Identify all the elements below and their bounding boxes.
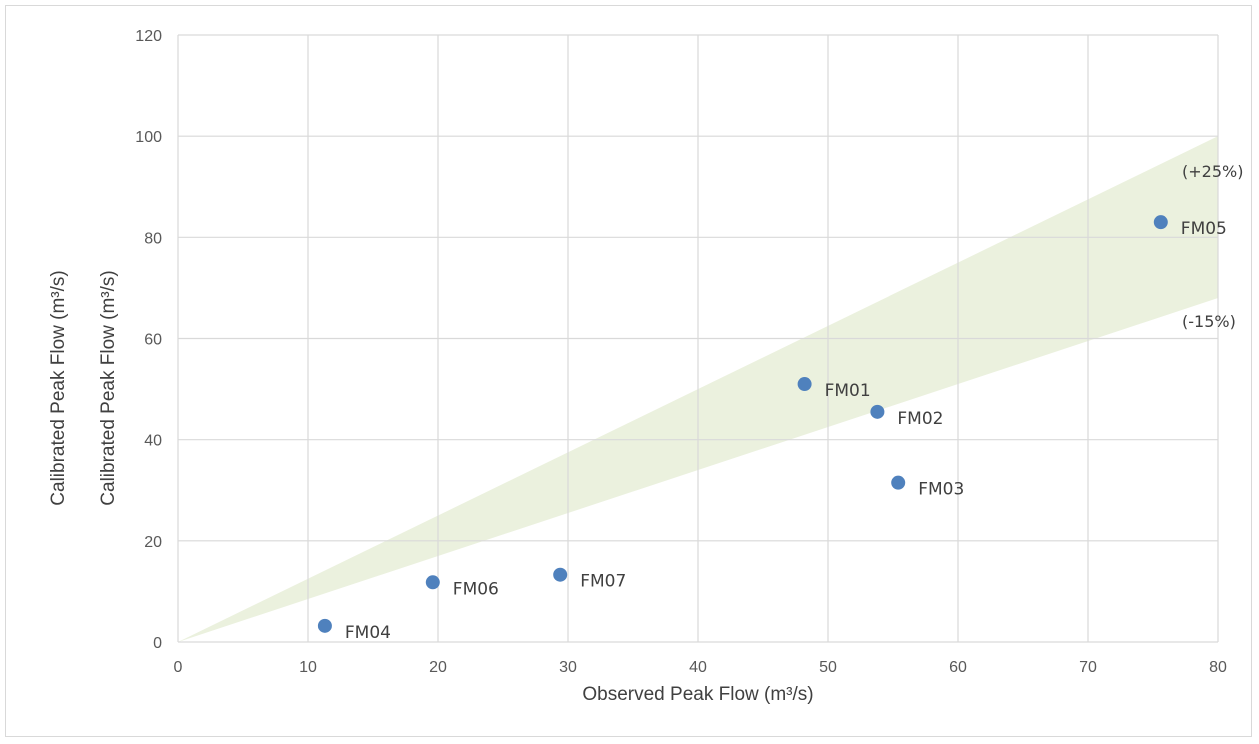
x-tick-label: 70 — [1079, 659, 1097, 676]
x-tick-label: 0 — [174, 659, 183, 676]
data-point-fm06 — [425, 575, 440, 590]
data-label-fm01: FM01 — [825, 381, 871, 401]
data-label-fm05: FM05 — [1181, 219, 1227, 239]
data-point-fm05 — [1153, 215, 1168, 230]
y-tick-label: 40 — [144, 433, 162, 450]
data-label-fm06: FM06 — [453, 579, 499, 599]
data-point-fm01 — [797, 377, 812, 392]
x-tick-label: 20 — [429, 659, 447, 676]
x-tick-label: 50 — [819, 659, 837, 676]
x-axis-title: Observed Peak Flow (m³/s) — [582, 684, 813, 705]
band-upper-label: (+25%) — [1182, 162, 1243, 181]
data-point-fm03 — [891, 475, 906, 490]
y-tick-label: 120 — [135, 28, 162, 45]
y-axis-title: Calibrated Peak Flow (m³/s) — [48, 270, 69, 505]
data-label-fm07: FM07 — [580, 572, 626, 592]
y-tick-label: 60 — [144, 332, 162, 349]
data-label-fm02: FM02 — [897, 409, 943, 429]
chart-frame — [5, 5, 1252, 737]
x-tick-label: 60 — [949, 659, 967, 676]
x-tick-label: 10 — [299, 659, 317, 676]
x-tick-label: 30 — [559, 659, 577, 676]
y-axis-title-secondary: Calibrated Peak Flow (m³/s) — [98, 270, 119, 505]
tick-labels: 0 10 20 30 40 50 60 70 80 0 20 40 60 80 100 120 — [135, 28, 1227, 676]
gridlines — [177, 34, 1219, 643]
y-tick-label: 0 — [153, 635, 162, 652]
x-tick-label: 80 — [1209, 659, 1227, 676]
data-point-fm02 — [870, 404, 885, 419]
x-tick-label: 40 — [689, 659, 707, 676]
y-tick-label: 20 — [144, 534, 162, 551]
band-lower-label: (-15%) — [1182, 312, 1236, 331]
data-point-fm04 — [317, 618, 332, 633]
y-tick-label: 100 — [135, 129, 162, 146]
data-label-fm04: FM04 — [345, 623, 391, 643]
data-point-fm07 — [553, 567, 568, 582]
y-tick-label: 80 — [144, 230, 162, 247]
data-label-fm03: FM03 — [918, 480, 964, 500]
data-points: FM01 FM02 FM03 FM04 FM05 FM06 FM07 — [317, 215, 1227, 643]
